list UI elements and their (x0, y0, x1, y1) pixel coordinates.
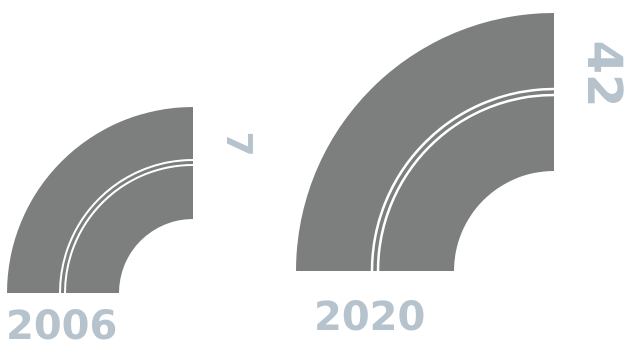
year-label-2020: 2020 (314, 294, 426, 340)
road-curves (7, 13, 555, 294)
year-label-2006: 2006 (6, 303, 118, 349)
value-label-2020: 42 (576, 40, 632, 108)
value-label-2006: 7 (218, 131, 259, 157)
lane-line-2006-inner (64, 164, 194, 294)
lane-line-2020-outer (370, 87, 555, 272)
road-curve-2020 (296, 13, 555, 272)
lane-line-2006-outer (59, 159, 194, 294)
road-surface-2006 (7, 107, 193, 293)
road-curve-2006 (7, 107, 194, 294)
comparison-graphic: 7 42 2006 2020 (6, 13, 632, 346)
lane-line-2020-inner (376, 93, 555, 272)
